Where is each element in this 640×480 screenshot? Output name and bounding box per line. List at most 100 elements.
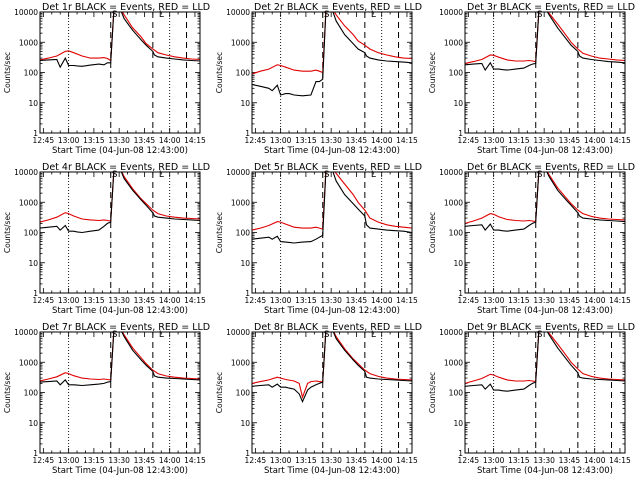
x-tick-label: 13:45	[134, 296, 156, 305]
series-group	[40, 12, 200, 69]
y-tick-label: 10000	[226, 8, 250, 17]
x-tick-label: 14:15	[396, 136, 418, 145]
x-tick-label: 13:30	[320, 456, 342, 465]
y-tick-label: 10	[453, 99, 463, 108]
x-tick-label: 13:30	[108, 456, 130, 465]
x-tick-label: 13:15	[295, 456, 317, 465]
y-tick-label: 1000	[19, 358, 38, 367]
x-tick-label: 12:45	[33, 456, 55, 465]
y-axis-ticks	[40, 12, 200, 134]
events-line	[40, 172, 200, 234]
x-axis-label: Start Time (04-Jun-08 12:43:00)	[477, 146, 613, 156]
y-tick-label: 1	[458, 289, 463, 298]
plot-frame	[464, 331, 626, 454]
x-tick-label: 13:45	[134, 456, 156, 465]
lld-line	[465, 12, 625, 64]
y-axis-ticks	[40, 172, 200, 294]
y-tick-label: 100	[24, 69, 39, 78]
y-tick-label: 10000	[439, 328, 463, 337]
series-group	[465, 332, 625, 392]
x-tick-label: 14:00	[159, 296, 181, 305]
x-tick-label: 14:00	[584, 296, 606, 305]
plot-frame	[251, 171, 413, 294]
y-axis-label: Counts/sec	[215, 372, 224, 413]
interval-lines	[280, 332, 400, 453]
x-tick-label: 12:45	[33, 296, 55, 305]
x-tick-label: 14:00	[371, 136, 393, 145]
plot-frame	[39, 171, 201, 294]
x-tick-label: 14:00	[584, 136, 606, 145]
marker-s: S	[537, 10, 543, 20]
panel-title: Det 1r BLACK = Events, RED = LLD	[42, 2, 210, 13]
x-tick-label: 12:45	[33, 136, 55, 145]
y-tick-label: 1000	[19, 38, 38, 47]
x-tick-label: 13:45	[346, 456, 368, 465]
x-tick-label: 13:00	[58, 136, 80, 145]
x-tick-label: 13:45	[559, 456, 581, 465]
y-axis-label: Counts/sec	[215, 212, 224, 253]
y-axis-ticks	[252, 12, 412, 134]
x-tick-label: 13:00	[270, 456, 292, 465]
events-line	[40, 332, 200, 387]
x-tick-label: 14:15	[396, 296, 418, 305]
events-line	[465, 172, 625, 232]
interval-lines	[493, 332, 613, 453]
x-axis-ticks	[254, 332, 408, 453]
panel-title: Det 4r BLACK = Events, RED = LLD	[42, 162, 210, 173]
series-group	[40, 332, 200, 387]
y-axis-label: Counts/sec	[428, 372, 437, 413]
plot-frame	[251, 331, 413, 454]
y-tick-label: 10	[453, 259, 463, 268]
x-axis-label: Start Time (04-Jun-08 12:43:00)	[264, 306, 400, 316]
interval-lines	[68, 172, 188, 293]
detector-panel-8: Det 8r BLACK = Events, RED = LLD 1 10 100 10…	[215, 322, 422, 476]
y-axis-label: Counts/sec	[3, 212, 12, 253]
x-tick-label: 14:00	[371, 296, 393, 305]
y-tick-label: 10	[240, 99, 250, 108]
x-tick-label: 12:45	[245, 296, 267, 305]
marker-s: S	[112, 10, 118, 20]
panel-title: Det 3r BLACK = Events, RED = LLD	[467, 2, 635, 13]
y-tick-label: 100	[24, 229, 39, 238]
y-tick-label: 100	[24, 389, 39, 398]
y-tick-label: 10000	[226, 168, 250, 177]
lld-line	[40, 12, 200, 62]
events-line	[465, 12, 625, 72]
y-tick-label: 10	[28, 419, 38, 428]
marker-s: S	[324, 10, 330, 20]
series-group	[252, 12, 412, 97]
x-tick-label: 14:00	[159, 456, 181, 465]
marker-l: L	[159, 10, 164, 20]
marker-s: S	[112, 330, 118, 340]
detector-panel-6: Det 6r BLACK = Events, RED = LLD 1 10 100 10…	[428, 162, 635, 316]
x-tick-label: 12:45	[245, 136, 267, 145]
lld-line	[465, 172, 625, 224]
marker-s: S	[537, 170, 543, 180]
x-axis-label: Start Time (04-Jun-08 12:43:00)	[52, 466, 188, 476]
marker-s: S	[537, 330, 543, 340]
series-group	[252, 332, 412, 403]
x-tick-label: 13:15	[295, 296, 317, 305]
events-line	[252, 172, 412, 244]
x-tick-label: 12:45	[458, 136, 480, 145]
y-tick-label: 1000	[444, 358, 463, 367]
y-tick-label: 1000	[231, 38, 250, 47]
x-axis-ticks	[254, 172, 408, 293]
plot-frame	[39, 11, 201, 134]
panel-title: Det 5r BLACK = Events, RED = LLD	[254, 162, 422, 173]
x-tick-label: 13:30	[108, 296, 130, 305]
marker-l: L	[584, 170, 589, 180]
y-tick-label: 10	[28, 259, 38, 268]
marker-s: S	[324, 330, 330, 340]
x-tick-label: 14:15	[184, 136, 206, 145]
y-tick-label: 10	[240, 259, 250, 268]
plot-frame	[464, 171, 626, 294]
x-tick-label: 14:15	[609, 136, 631, 145]
x-axis-ticks	[467, 12, 621, 133]
x-tick-label: 13:15	[83, 456, 105, 465]
interval-lines	[68, 12, 188, 133]
y-tick-label: 100	[236, 69, 251, 78]
x-axis-ticks	[42, 172, 196, 293]
lld-line	[40, 172, 200, 223]
lld-line	[40, 332, 200, 382]
